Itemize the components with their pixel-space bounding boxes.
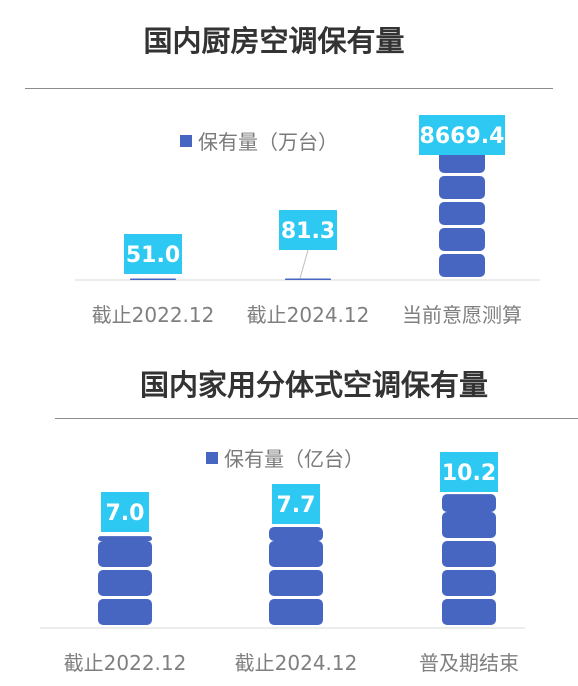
chart2-data-label-box-1: [272, 484, 320, 524]
chart2-legend-label: 保有量（亿台）: [224, 447, 364, 471]
chart1-data-label-box-1: [279, 210, 337, 250]
chart1-legend-label: 保有量（万台）: [198, 130, 338, 154]
chart2-title-divider: [55, 418, 578, 419]
chart1-legend-swatch: [180, 134, 192, 147]
chart2-category-label-0: 截止2022.12: [64, 651, 187, 675]
chart1-data-label-2: 8669.4: [420, 124, 505, 149]
chart2-title: 国内家用分体式空调保有量: [139, 368, 488, 402]
chart1-bar-2: [439, 150, 485, 277]
chart2-category-label-1: 截止2024.12: [235, 651, 358, 675]
chart1-data-label-box-2: [419, 115, 505, 155]
chart2-data-label-box-0: [101, 492, 149, 532]
chart1-plot: 51.0 截止2022.12 81.3 截止2024.12 8669.4 当前意愿测算: [75, 115, 540, 327]
chart2-data-label-2: 10.2: [442, 461, 496, 486]
chart1-category-label-1: 截止2024.12: [247, 303, 370, 327]
chart1-category-label-2: 当前意愿测算: [402, 303, 522, 327]
chart1-title: 国内厨房空调保有量: [143, 24, 405, 58]
chart1-leader-1: [299, 249, 309, 279]
chart1-title-divider: [25, 88, 553, 89]
chart2-data-label-1: 7.7: [277, 493, 316, 518]
chart2-legend-swatch: [206, 451, 218, 464]
chart1-bar-1: [285, 278, 331, 280]
chart1-legend: 保有量（万台）: [180, 126, 338, 155]
chart1-data-label-1: 81.3: [281, 219, 335, 244]
chart2-legend: 保有量（亿台）: [206, 443, 364, 472]
chart2-category-label-2: 普及期结束: [419, 651, 519, 675]
chart2-data-label-box-2: [440, 452, 498, 492]
chart2-bar-1: [269, 526, 323, 625]
chart2-data-label-0: 7.0: [106, 501, 145, 526]
chart2-bar-2: [442, 494, 496, 625]
chart1-bar-0: [130, 278, 176, 280]
chart1-data-label-box-0: [124, 234, 182, 274]
chart2-bar-0: [98, 536, 152, 625]
chart1-category-label-0: 截止2022.12: [92, 303, 215, 327]
chart1-data-label-0: 51.0: [126, 243, 180, 268]
